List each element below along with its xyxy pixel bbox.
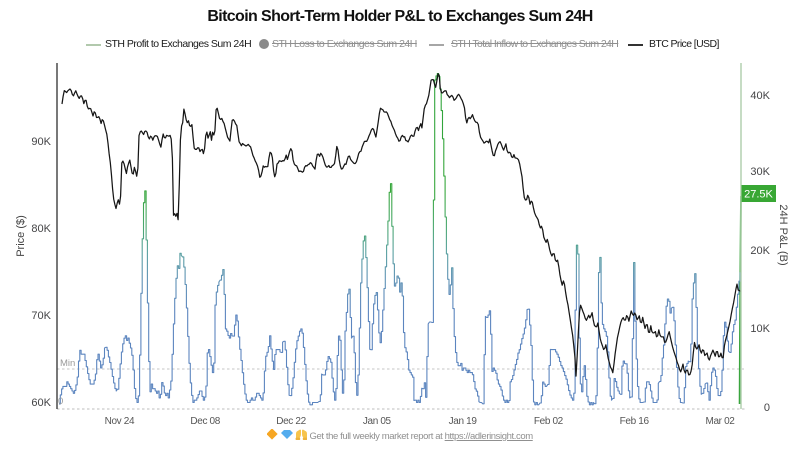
svg-text:27.5K: 27.5K [744, 189, 773, 201]
